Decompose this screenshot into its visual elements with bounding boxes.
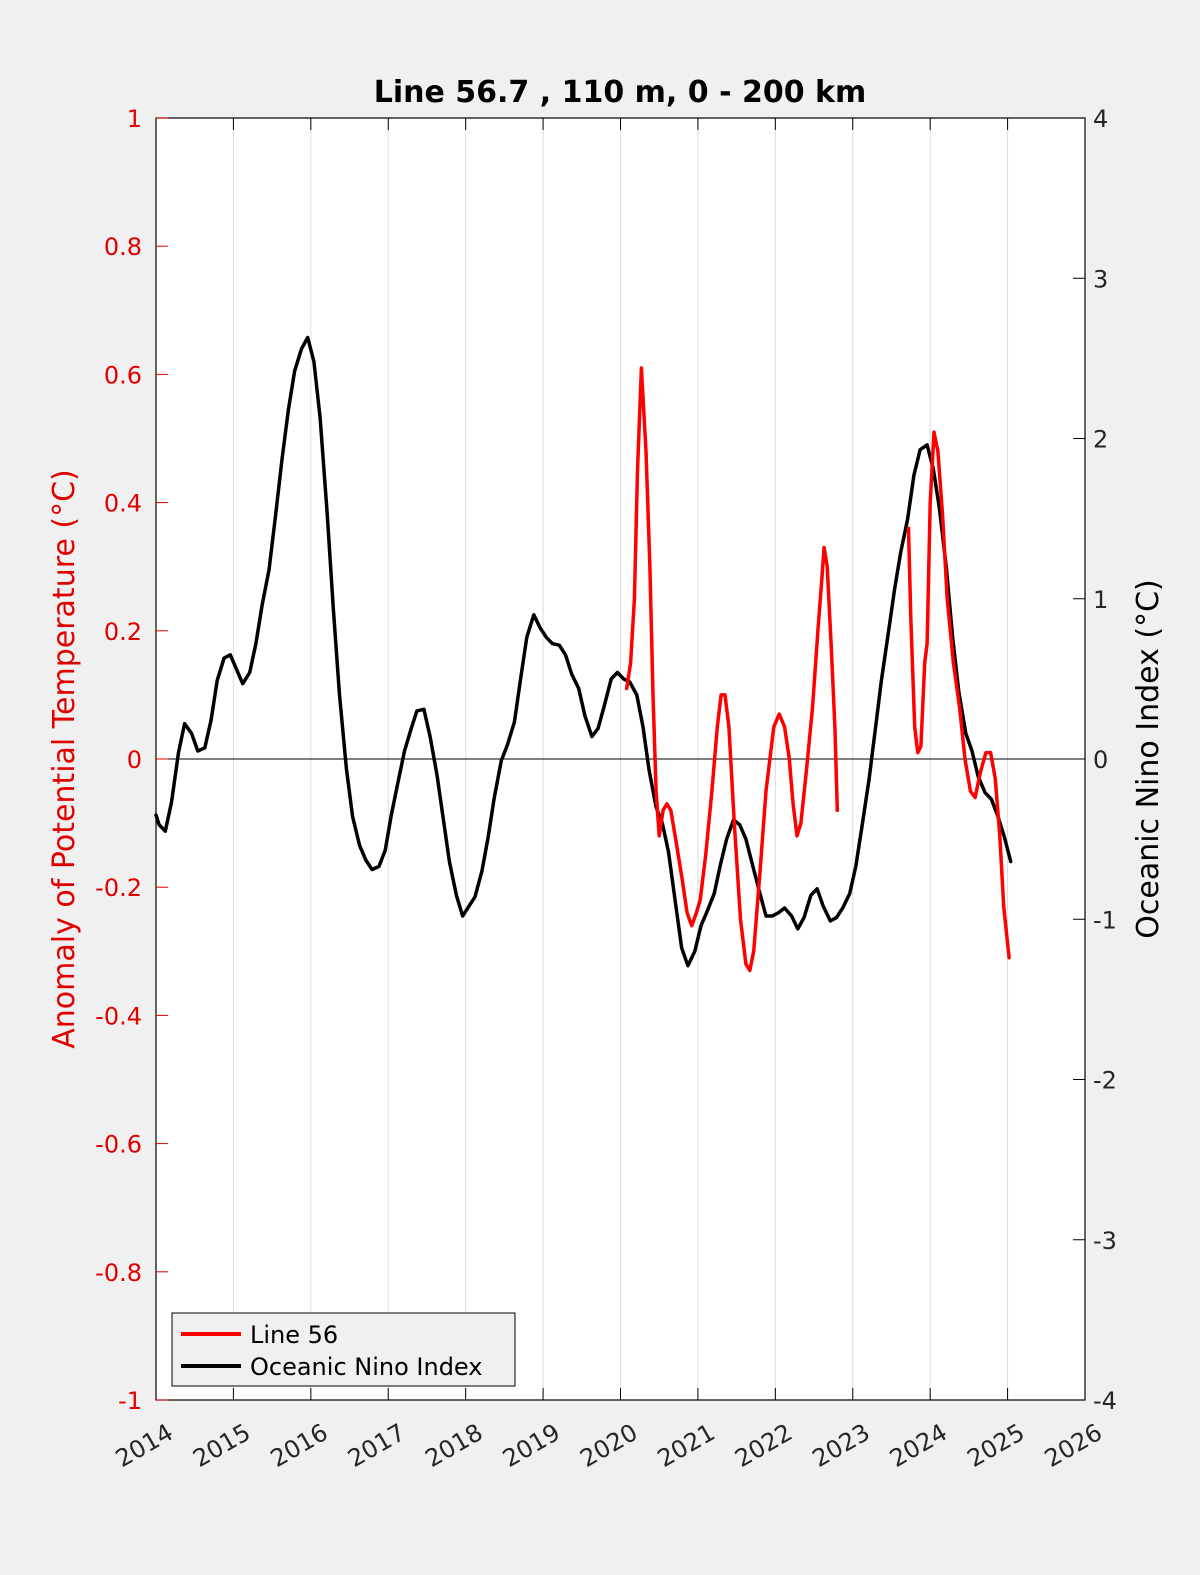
right-y-tick-label: -1 [1093,906,1117,934]
legend-box [171,1312,516,1387]
left-axis-label: Anomaly of Potential Temperature (°C) [47,469,82,1048]
right-y-tick-label: 4 [1093,105,1108,133]
line56-series-line [906,430,1011,960]
legend: Line 56 Oceanic Nino Index [171,1312,516,1387]
right-axis-label: Oceanic Nino Index (°C) [1131,579,1166,939]
left-y-tick-label: 0 [127,746,142,774]
left-y-tick-label: 1 [127,105,142,133]
left-y-tick-label: 0.2 [104,618,142,646]
left-y-tick-label: 0.8 [104,233,142,261]
right-y-tick-label: 2 [1093,426,1108,454]
legend-label-oni: Oceanic Nino Index [250,1353,482,1381]
left-y-tick-label: -0.2 [95,874,142,902]
legend-label-line56: Line 56 [250,1321,338,1349]
right-y-tick-label: -4 [1093,1387,1117,1415]
right-y-tick-label: 1 [1093,586,1108,614]
chart-title: Line 56.7 , 110 m, 0 - 200 km [374,75,867,110]
right-y-tick-label: -2 [1093,1067,1117,1095]
right-y-tick-label: -3 [1093,1227,1117,1255]
left-y-tick-label: 0.4 [104,490,142,518]
left-y-tick-label: -0.8 [95,1259,142,1287]
left-y-tick-label: -0.4 [95,1002,142,1030]
left-y-tick-label: -1 [118,1387,142,1415]
right-y-tick-label: 0 [1093,746,1108,774]
left-y-tick-label: -0.6 [95,1131,142,1159]
oni-series-line [154,335,1013,968]
right-y-tick-label: 3 [1093,265,1108,293]
line56-series-line [624,366,840,973]
series-layer [154,335,1013,973]
left-y-tick-label: 0.6 [104,361,142,389]
